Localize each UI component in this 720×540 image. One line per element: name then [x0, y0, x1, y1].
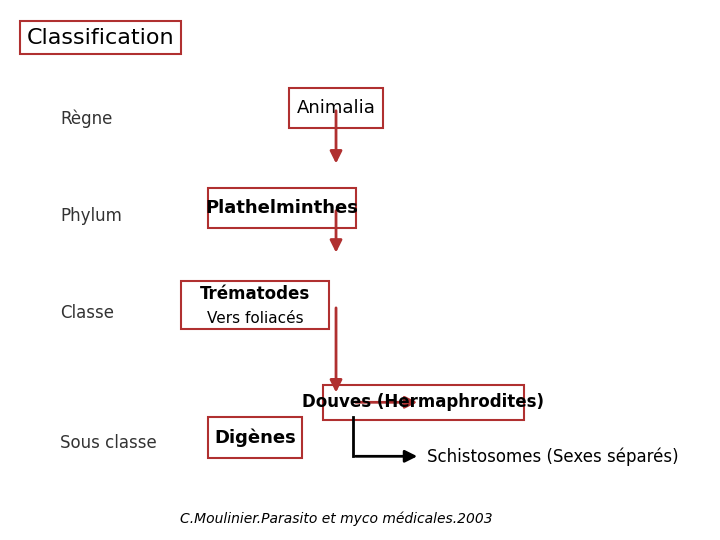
Text: Douves (Hermaphrodites): Douves (Hermaphrodites)	[302, 393, 544, 411]
Text: Classe: Classe	[60, 304, 114, 322]
FancyBboxPatch shape	[208, 188, 356, 228]
Text: C.Moulinier.Parasito et myco médicales.2003: C.Moulinier.Parasito et myco médicales.2…	[180, 511, 492, 525]
Text: Classification: Classification	[27, 28, 174, 48]
FancyBboxPatch shape	[208, 417, 302, 458]
Text: Plathelminthes: Plathelminthes	[206, 199, 359, 217]
Text: Sous classe: Sous classe	[60, 434, 157, 452]
Text: Animalia: Animalia	[297, 99, 375, 117]
FancyBboxPatch shape	[181, 281, 329, 329]
Text: Digènes: Digènes	[215, 428, 296, 447]
Text: Vers foliacés: Vers foliacés	[207, 311, 304, 326]
Text: Trématodes: Trématodes	[200, 285, 310, 303]
FancyBboxPatch shape	[323, 384, 524, 420]
Text: Phylum: Phylum	[60, 207, 122, 225]
FancyBboxPatch shape	[289, 87, 383, 128]
Text: Schistosomes (Sexes séparés): Schistosomes (Sexes séparés)	[427, 447, 678, 465]
Text: Règne: Règne	[60, 110, 113, 128]
